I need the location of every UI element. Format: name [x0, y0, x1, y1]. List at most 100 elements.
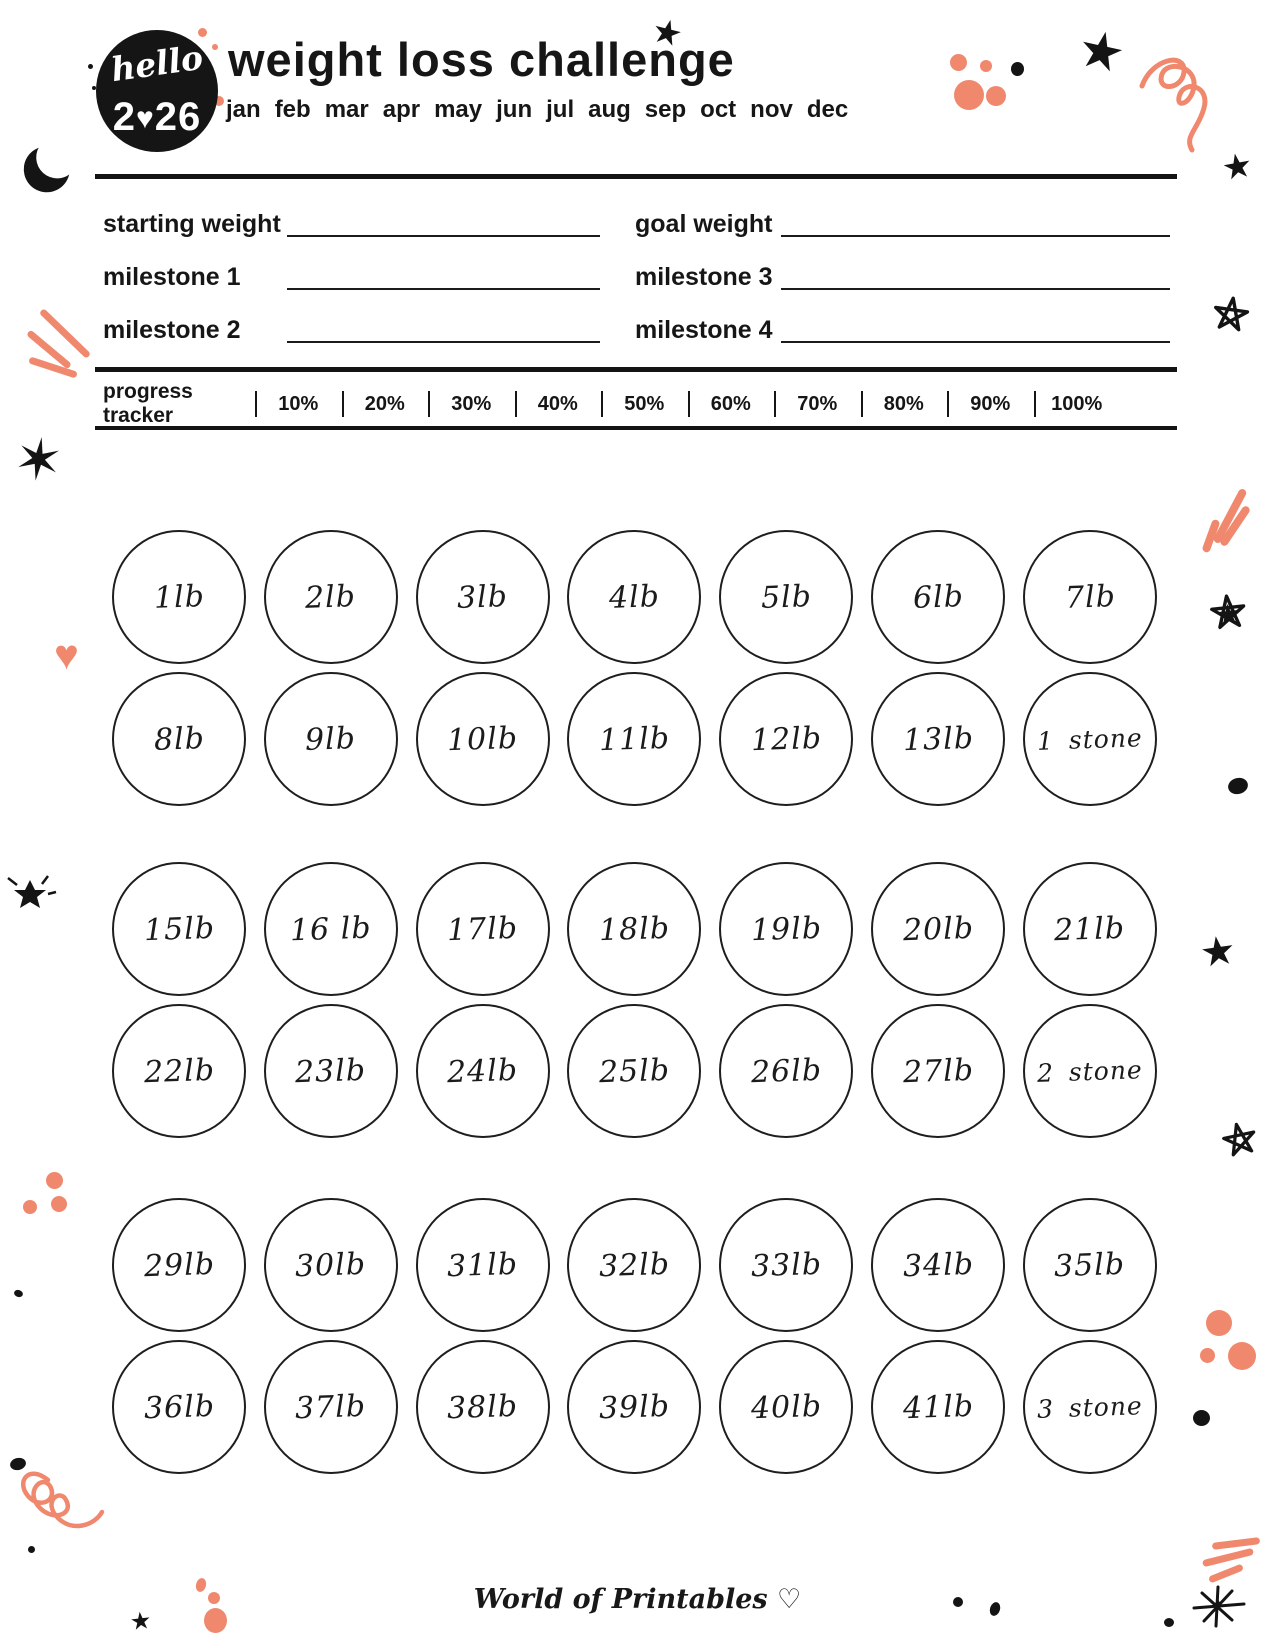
- logo-hello-text: hello: [108, 37, 206, 90]
- weight-badge[interactable]: 24lb: [415, 1004, 550, 1138]
- weight-badge[interactable]: 13lb: [871, 672, 1006, 806]
- fields: starting weight goal weight milestone 1 mil…: [103, 204, 1170, 363]
- weight-badge[interactable]: 31lb: [415, 1198, 550, 1332]
- field-label: milestone 4: [635, 316, 773, 344]
- page-title: weight loss challenge: [228, 33, 735, 86]
- tracker-step[interactable]: 70%: [774, 390, 861, 417]
- weight-badge[interactable]: 10lb: [415, 672, 550, 806]
- badge-label: 21lb: [1053, 910, 1127, 948]
- weight-badge[interactable]: 18lb: [567, 862, 702, 996]
- black-dot: [13, 1288, 24, 1299]
- progress-tracker: progress tracker 10% 20% 30% 40% 50% 60% 70% 80…: [103, 380, 1121, 427]
- weight-badge[interactable]: 41lb: [871, 1340, 1006, 1474]
- field-cell: starting weight: [103, 204, 600, 237]
- weight-badge[interactable]: 2lb: [263, 530, 398, 664]
- badge-label: 1 stone: [1036, 722, 1144, 756]
- fill-in-line[interactable]: [287, 255, 600, 290]
- weight-badge[interactable]: 4lb: [567, 530, 702, 664]
- tracker-step[interactable]: 80%: [860, 390, 948, 417]
- badge-label: 7lb: [1063, 578, 1117, 616]
- weight-badge[interactable]: 21lb: [1022, 862, 1157, 996]
- progress-tracker-label: progress tracker: [103, 380, 193, 427]
- tracker-step[interactable]: 60%: [687, 390, 775, 417]
- badge-label: 31lb: [446, 1246, 519, 1284]
- burst-star-icon: [4, 872, 62, 922]
- badge-label: 11lb: [598, 720, 671, 758]
- black-dot: [1193, 1410, 1210, 1426]
- tracker-step[interactable]: 10%: [255, 390, 342, 417]
- star-icon: ★: [1197, 927, 1239, 977]
- month-label: sep: [644, 96, 687, 123]
- fill-in-line[interactable]: [287, 202, 600, 237]
- weight-badge[interactable]: 5lb: [719, 530, 854, 664]
- weight-badge[interactable]: 1lb: [112, 530, 246, 664]
- badge-label: 23lb: [294, 1052, 367, 1090]
- weight-badge[interactable]: 37lb: [263, 1340, 398, 1474]
- weight-badge[interactable]: 19lb: [719, 862, 854, 996]
- weight-badge[interactable]: 12lb: [719, 672, 854, 806]
- weight-badge[interactable]: 40lb: [719, 1340, 854, 1474]
- tracker-step[interactable]: 40%: [514, 390, 602, 417]
- badge-label: 30lb: [294, 1246, 367, 1284]
- weight-badge[interactable]: 39lb: [567, 1340, 702, 1474]
- weight-badge[interactable]: 15lb: [112, 862, 246, 996]
- weight-badge[interactable]: 22lb: [112, 1004, 246, 1138]
- badge-label: 33lb: [750, 1246, 823, 1284]
- weight-badge[interactable]: 35lb: [1022, 1198, 1157, 1332]
- tracker-step[interactable]: 100%: [1033, 390, 1121, 417]
- weight-badge[interactable]: 29lb: [112, 1198, 246, 1332]
- badge-label: 41lb: [902, 1388, 975, 1426]
- badge-row: 36lb 37lb 38lb 39lb 40lb 41lb 3 stone: [112, 1340, 1157, 1474]
- badge-row: 22lb 23lb 24lb 25lb 26lb 27lb 2 stone: [112, 1004, 1157, 1138]
- tracker-step[interactable]: 90%: [947, 390, 1034, 417]
- field-row: milestone 2 milestone 4: [103, 310, 1170, 343]
- coral-dot: [212, 44, 218, 50]
- coral-squiggle-icon: [1138, 52, 1222, 158]
- black-dot: [1011, 62, 1024, 76]
- field-cell: goal weight: [635, 204, 1170, 237]
- logo-heart-icon: ♥: [135, 102, 155, 135]
- fill-in-line[interactable]: [781, 202, 1170, 237]
- divider-tracker-bottom: [95, 426, 1177, 430]
- badge-row: 29lb 30lb 31lb 32lb 33lb 34lb 35lb: [112, 1198, 1157, 1332]
- weight-badge[interactable]: 8lb: [112, 672, 246, 806]
- weight-badge[interactable]: 23lb: [263, 1004, 398, 1138]
- month-label: jul: [546, 96, 575, 123]
- weight-badge[interactable]: 26lb: [719, 1004, 854, 1138]
- weight-badge[interactable]: 36lb: [112, 1340, 246, 1474]
- coral-rays-icon: [26, 308, 92, 379]
- weight-badge[interactable]: 7lb: [1022, 530, 1157, 664]
- weight-badge[interactable]: 20lb: [871, 862, 1006, 996]
- tracker-step[interactable]: 30%: [428, 390, 515, 417]
- month-label: nov: [750, 96, 793, 123]
- fill-in-line[interactable]: [287, 308, 600, 343]
- tracker-step[interactable]: 50%: [601, 390, 688, 417]
- weight-badge[interactable]: 33lb: [719, 1198, 854, 1332]
- weight-badge[interactable]: 11lb: [567, 672, 702, 806]
- badge-label: 3 stone: [1036, 1390, 1144, 1424]
- weight-badge[interactable]: 3 stone: [1022, 1340, 1157, 1474]
- badge-label: 25lb: [598, 1052, 671, 1090]
- weight-badge[interactable]: 34lb: [871, 1198, 1006, 1332]
- weight-badge[interactable]: 17lb: [415, 862, 550, 996]
- badge-row: 1lb 2lb 3lb 4lb 5lb 6lb 7lb: [112, 530, 1157, 664]
- fill-in-line[interactable]: [781, 255, 1170, 290]
- tracker-step[interactable]: 20%: [341, 390, 429, 417]
- heart-icon: ♥: [54, 631, 79, 678]
- weight-badge[interactable]: 6lb: [871, 530, 1006, 664]
- badge-label: 22lb: [142, 1052, 216, 1090]
- coral-rays-icon: [1198, 1534, 1262, 1584]
- fill-in-line[interactable]: [781, 308, 1170, 343]
- weight-badge[interactable]: 9lb: [263, 672, 398, 806]
- weight-badge[interactable]: 16 lb: [263, 862, 398, 996]
- badge-label: 27lb: [902, 1052, 975, 1090]
- weight-badge[interactable]: 25lb: [567, 1004, 702, 1138]
- weight-badge[interactable]: 30lb: [263, 1198, 398, 1332]
- weight-badge[interactable]: 32lb: [567, 1198, 702, 1332]
- weight-badge[interactable]: 1 stone: [1022, 672, 1157, 806]
- weight-badge[interactable]: 38lb: [415, 1340, 550, 1474]
- weight-badge[interactable]: 3lb: [415, 530, 550, 664]
- weight-badge[interactable]: 2 stone: [1022, 1004, 1157, 1138]
- weight-badge[interactable]: 27lb: [871, 1004, 1006, 1138]
- sparkle-star-icon: [1192, 1584, 1246, 1634]
